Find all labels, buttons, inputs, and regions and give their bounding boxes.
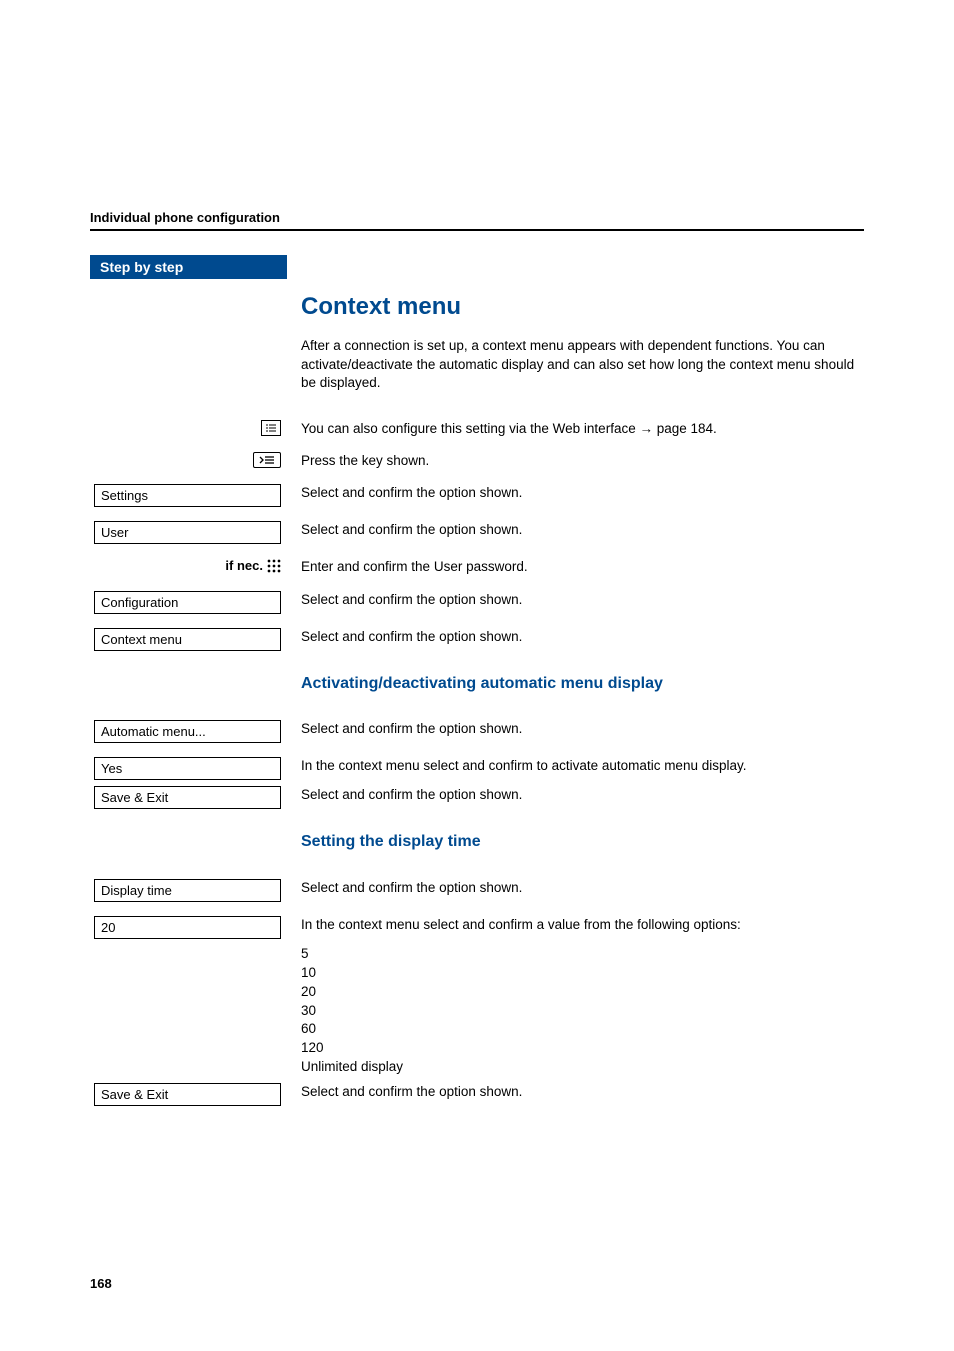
menu-automatic: Automatic menu...: [94, 720, 281, 743]
desc-settings: Select and confirm the option shown.: [287, 484, 864, 502]
options-list: 5 10 20 30 60 120 Unlimited display: [301, 945, 864, 1077]
menu-context: Context menu: [94, 628, 281, 651]
section-header: Individual phone configuration: [90, 210, 864, 231]
desc-save-1: Select and confirm the option shown.: [287, 786, 864, 804]
menu-user: User: [94, 521, 281, 544]
desc-value: In the context menu select and confirm a…: [301, 916, 864, 934]
menu-save-exit-2: Save & Exit: [94, 1083, 281, 1106]
option-10: 10: [301, 964, 864, 983]
web-config-icon: [261, 420, 281, 436]
subheading-activate: Activating/deactivating automatic menu d…: [301, 673, 864, 695]
desc-user: Select and confirm the option shown.: [287, 521, 864, 539]
menu-save-exit-1: Save & Exit: [94, 786, 281, 809]
if-nec-label: if nec.: [225, 558, 281, 573]
intro-paragraph: After a connection is set up, a context …: [301, 337, 864, 392]
press-key-text: Press the key shown.: [287, 452, 864, 470]
menu-yes: Yes: [94, 757, 281, 780]
option-20: 20: [301, 983, 864, 1002]
web-note-text: You can also configure this setting via …: [301, 421, 639, 436]
desc-ifnec: Enter and confirm the User password.: [287, 558, 864, 576]
menu-configuration: Configuration: [94, 591, 281, 614]
option-5: 5: [301, 945, 864, 964]
desc-config: Select and confirm the option shown.: [287, 591, 864, 609]
page-number: 168: [90, 1276, 112, 1291]
desc-automatic: Select and confirm the option shown.: [287, 720, 864, 738]
subheading-display-time: Setting the display time: [301, 831, 864, 853]
option-60: 60: [301, 1020, 864, 1039]
if-nec-text: if nec.: [225, 558, 263, 573]
menu-settings: Settings: [94, 484, 281, 507]
web-note-link[interactable]: → page 184.: [639, 421, 716, 436]
step-by-step-bar: Step by step: [90, 255, 287, 279]
option-30: 30: [301, 1002, 864, 1021]
page-title: Context menu: [301, 291, 864, 323]
option-unlimited: Unlimited display: [301, 1058, 864, 1077]
menu-display-time: Display time: [94, 879, 281, 902]
desc-context: Select and confirm the option shown.: [287, 628, 864, 646]
menu-value-20: 20: [94, 916, 281, 939]
desc-yes: In the context menu select and confirm t…: [287, 757, 864, 775]
desc-display-time: Select and confirm the option shown.: [287, 879, 864, 897]
keypad-icon: [267, 559, 281, 573]
option-120: 120: [301, 1039, 864, 1058]
menu-key-icon: [253, 452, 281, 468]
desc-save-2: Select and confirm the option shown.: [287, 1083, 864, 1101]
